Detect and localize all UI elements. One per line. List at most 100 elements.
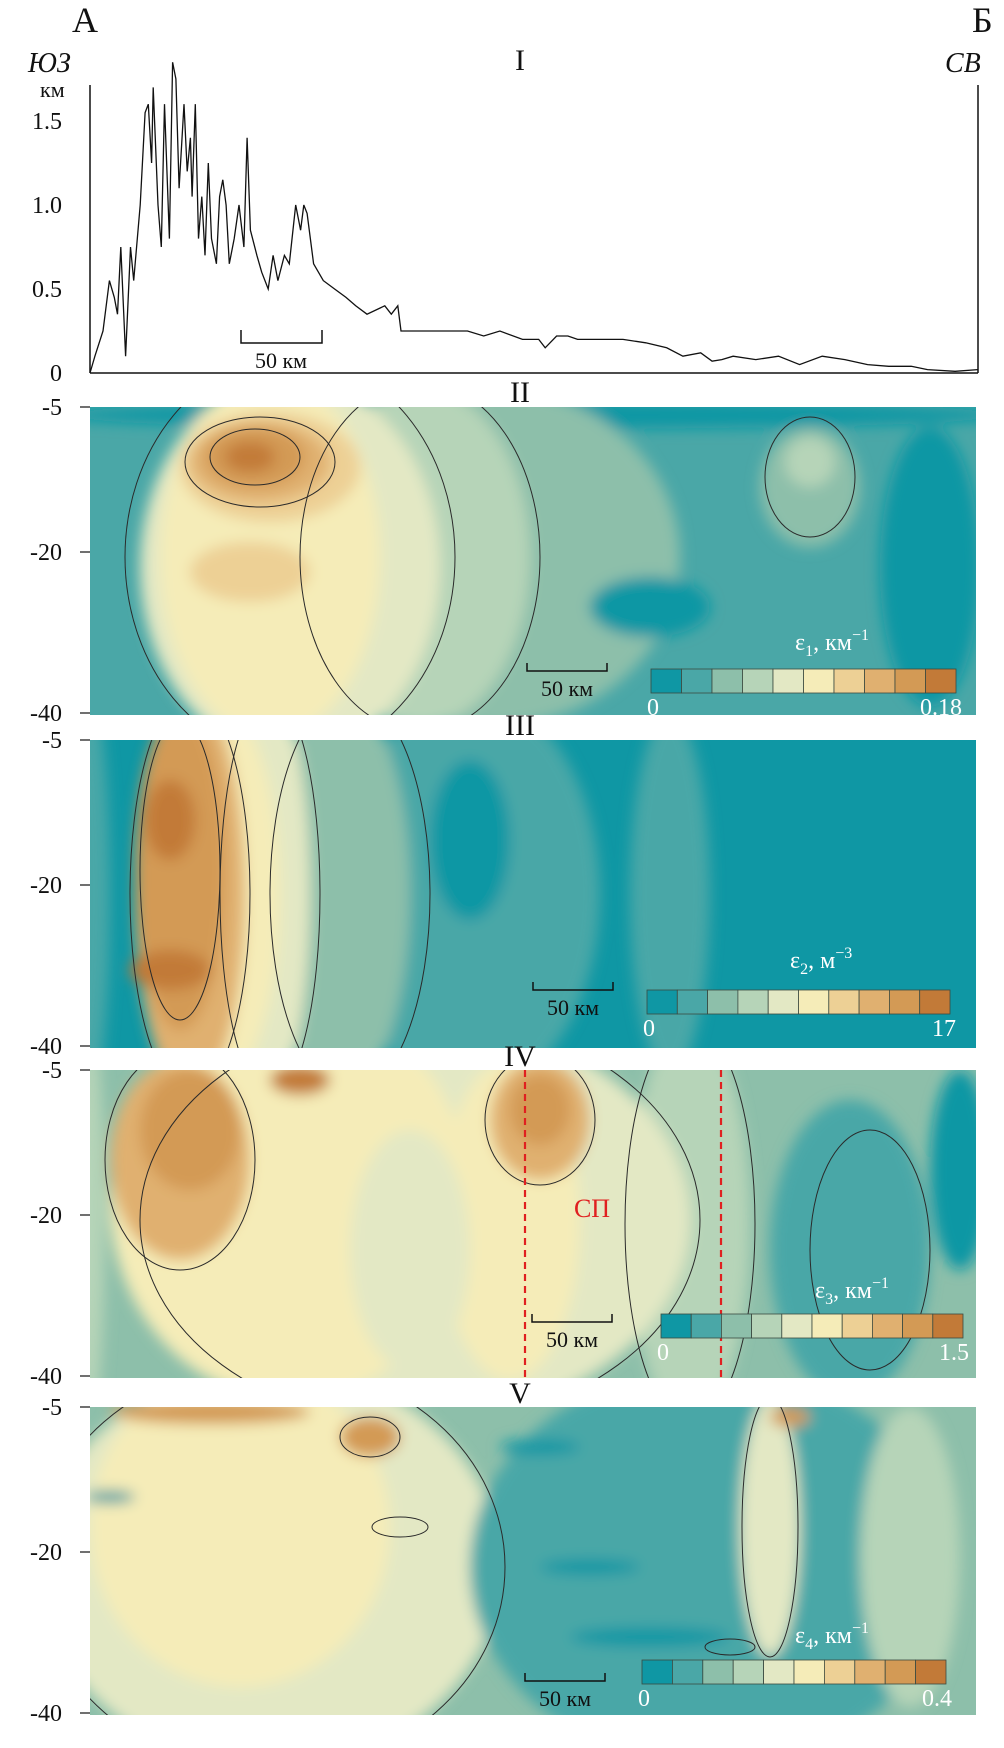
- panel-title: V: [509, 1377, 531, 1410]
- heatmap-region: [110, 1407, 310, 1424]
- elevation-line: [89, 62, 978, 374]
- colorbar-swatch: [872, 1313, 904, 1339]
- y-tick-label: -40: [30, 1701, 62, 1727]
- heatmap-panel-ii: -5 -20 -40 II 50 км ε1, км−1 0 0.18: [30, 376, 976, 727]
- heatmap-region: [930, 1070, 976, 1270]
- contour-line: [269, 740, 431, 1048]
- scale-bar: [526, 663, 608, 672]
- y-tick-label: 0: [50, 361, 62, 387]
- heatmap-region: [225, 442, 275, 472]
- heatmap-region: [540, 1559, 640, 1575]
- contour-line: [184, 416, 336, 508]
- contour-line: [809, 1129, 931, 1371]
- y-tick-label: -5: [42, 1395, 62, 1421]
- colorbar-unit: , км: [833, 1278, 872, 1304]
- colorbar-swatch: [721, 1313, 753, 1339]
- colorbar-swatch: [763, 1659, 795, 1685]
- y-tick-label: -5: [42, 1058, 62, 1084]
- y-tick-label: -5: [42, 395, 62, 421]
- colorbar-swatch: [864, 668, 896, 694]
- colorbar-swatch: [884, 1659, 917, 1685]
- colorbar-swatch: [889, 989, 921, 1015]
- scale-bar-label: 50 км: [547, 995, 599, 1020]
- colorbar-swatch: [676, 989, 708, 1015]
- colorbar-unit: , км: [813, 630, 852, 656]
- contour-line: [209, 428, 301, 486]
- colorbar-max: 0.18: [920, 695, 962, 721]
- contour-line: [90, 1407, 506, 1715]
- y-tick-label: -40: [30, 1034, 62, 1060]
- colorbar-unit: , м: [808, 948, 835, 974]
- colorbar-swatch: [919, 989, 951, 1015]
- heatmap-region: [145, 780, 195, 860]
- y-tick-label: 1.0: [32, 193, 62, 219]
- heatmap-region: [785, 437, 835, 487]
- heatmap-panel-v: -5 -20 -40 V 50 км ε4, км−1 0 0.4: [30, 1377, 976, 1727]
- colorbar-swatch: [707, 989, 739, 1015]
- colorbar-symbol: ε: [815, 1278, 825, 1304]
- colorbar-max: 17: [932, 1016, 956, 1042]
- point-b-label: Б: [972, 0, 993, 40]
- y-tick-label: 1.5: [32, 109, 62, 135]
- colorbar-swatch: [858, 989, 890, 1015]
- scale-bar: [531, 1314, 613, 1323]
- colorbar-swatch: [925, 668, 957, 694]
- heatmap-region: [500, 1439, 580, 1455]
- heatmap-region: [630, 740, 710, 1048]
- scale-bar: [240, 330, 323, 344]
- scale-bar-label: 50 км: [255, 348, 307, 373]
- colorbar-swatch: [660, 1313, 692, 1339]
- colorbar-swatch: [793, 1659, 825, 1685]
- colorbar-swatch: [702, 1659, 734, 1685]
- contour-line: [339, 1416, 401, 1458]
- heatmap-region: [90, 1407, 390, 1687]
- y-tick-label: 0.5: [32, 277, 62, 303]
- colorbar-min: 0: [643, 1016, 655, 1042]
- colorbar-swatch: [828, 989, 860, 1015]
- colorbar-swatch: [742, 668, 774, 694]
- colorbar-swatch: [641, 1659, 673, 1685]
- heatmap-region: [270, 1070, 330, 1095]
- colorbar-symbol: ε: [795, 630, 805, 656]
- heatmap-region: [880, 427, 976, 707]
- colorbar-unit: , км: [813, 1623, 852, 1649]
- heatmap-region: [190, 542, 310, 602]
- colorbar-swatch: [711, 668, 743, 694]
- elevation-unit-label: км: [40, 77, 65, 102]
- contour-line: [764, 416, 856, 538]
- colorbar-title: ε3, км−1: [815, 1275, 889, 1308]
- colorbar-swatch: [833, 668, 865, 694]
- contour-line: [129, 740, 251, 1048]
- heatmap-panel-iii: -5 -20 -40 III 50 км ε2, м−3 0 17: [30, 709, 976, 1060]
- heatmap-region: [90, 740, 110, 1048]
- colorbar-min: 0: [638, 1686, 650, 1712]
- heatmap-region: [140, 1070, 240, 1190]
- colorbar-title: ε2, м−3: [790, 945, 852, 978]
- colorbar-symbol: ε: [790, 948, 800, 974]
- colorbar-title: ε1, км−1: [795, 627, 869, 660]
- colorbar-min: 0: [647, 695, 659, 721]
- colorbar-swatch: [894, 668, 926, 694]
- colorbar-swatch: [811, 1313, 843, 1339]
- colorbar: ε3, км−1 0 1.5: [657, 1275, 969, 1366]
- scale-bar: [524, 1673, 606, 1682]
- colorbar-swatch: [650, 668, 682, 694]
- contour-line: [371, 1516, 429, 1538]
- heatmap-region: [570, 1627, 730, 1647]
- colorbar-swatch: [841, 1313, 873, 1339]
- colorbar-superscript: −1: [852, 627, 869, 644]
- panel-title-i: I: [515, 44, 525, 77]
- heatmap-panel-iv: -5 -20 -40 IV 50 км ε3, км−1 0 1.5 СП: [30, 1040, 976, 1390]
- colorbar-superscript: −1: [852, 1620, 869, 1637]
- heatmap-region: [740, 1407, 800, 1657]
- heatmap-region: [770, 1100, 930, 1378]
- colorbar-swatch: [854, 1659, 886, 1685]
- colorbar-max: 0.4: [922, 1686, 952, 1712]
- heatmap-region: [590, 577, 710, 637]
- contour-line: [484, 1070, 596, 1186]
- point-a-label: А: [72, 0, 98, 40]
- colorbar: ε2, м−3 0 17: [643, 945, 956, 1042]
- contour-line: [219, 740, 321, 1048]
- contour-line: [741, 1407, 799, 1658]
